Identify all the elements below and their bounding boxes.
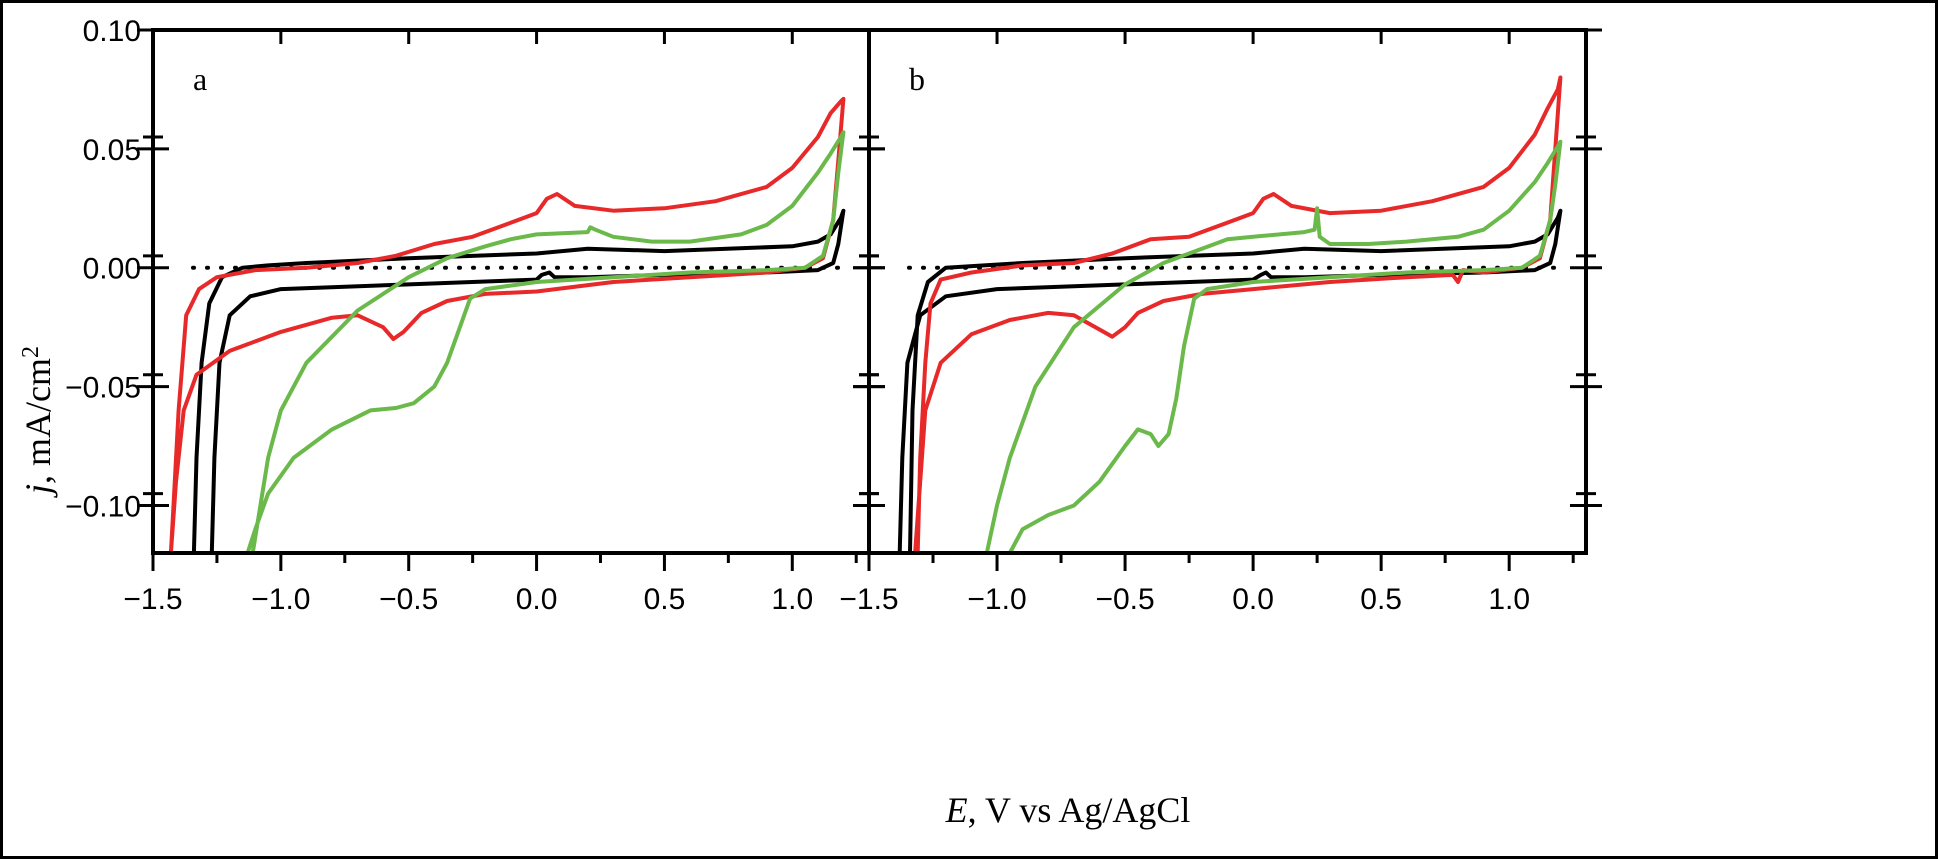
y-axis-title-symbol: j: [18, 484, 58, 498]
x-tick-label: 1.0: [771, 583, 813, 616]
panel-label: a: [193, 61, 207, 97]
panel-a: −1.5 −1.0 −0.5 0.0 0.5 1.0 0.10 0.05 0.00 −0.05 −0…: [65, 15, 885, 616]
y-tick-label: 0.05: [83, 134, 141, 167]
series-black-curve: [191, 208, 846, 555]
series-red-curve: [168, 96, 846, 555]
y-tick-label: 0.00: [83, 253, 141, 286]
x-axis-title: E, V vs Ag/AgCl: [945, 790, 1191, 830]
x-tick-label: −0.5: [1095, 583, 1154, 616]
y-axis-title: j, mA/cm2: [18, 346, 58, 498]
series-black-curve: [897, 208, 1563, 555]
x-tick-label: 0.5: [644, 583, 686, 616]
svg-text:j, mA/cm2: j, mA/cm2: [18, 346, 58, 498]
x-tick-label: −1.5: [123, 583, 182, 616]
series-green-curve: [984, 139, 1563, 555]
x-axis-title-unit: , V vs Ag/AgCl: [968, 790, 1191, 830]
x-tick-label: 0.0: [1232, 583, 1274, 616]
y-tick-label: −0.10: [65, 490, 141, 523]
series-red-curve: [913, 75, 1563, 555]
y-tick-label: −0.05: [65, 372, 141, 405]
y-axis-title-superscript: 2: [18, 346, 44, 358]
x-tick-label: −1.0: [967, 583, 1026, 616]
x-tick-label: −1.5: [839, 583, 898, 616]
x-axis-title-symbol: E: [945, 790, 968, 830]
panel-b: −1.5 −1.0 −0.5 0.0 0.5 1.0 b: [839, 28, 1602, 616]
series-green-curve: [245, 130, 846, 555]
x-tick-label: 0.5: [1360, 583, 1402, 616]
plot-frame: [867, 28, 1588, 555]
x-tick-label: 0.0: [516, 583, 558, 616]
x-tick-label: −1.0: [251, 583, 310, 616]
x-tick-label: −0.5: [379, 583, 438, 616]
y-tick-label: 0.10: [83, 15, 141, 48]
x-tick-label: 1.0: [1488, 583, 1530, 616]
panel-label: b: [909, 61, 925, 97]
y-axis-title-unit: , mA/cm: [18, 358, 58, 484]
